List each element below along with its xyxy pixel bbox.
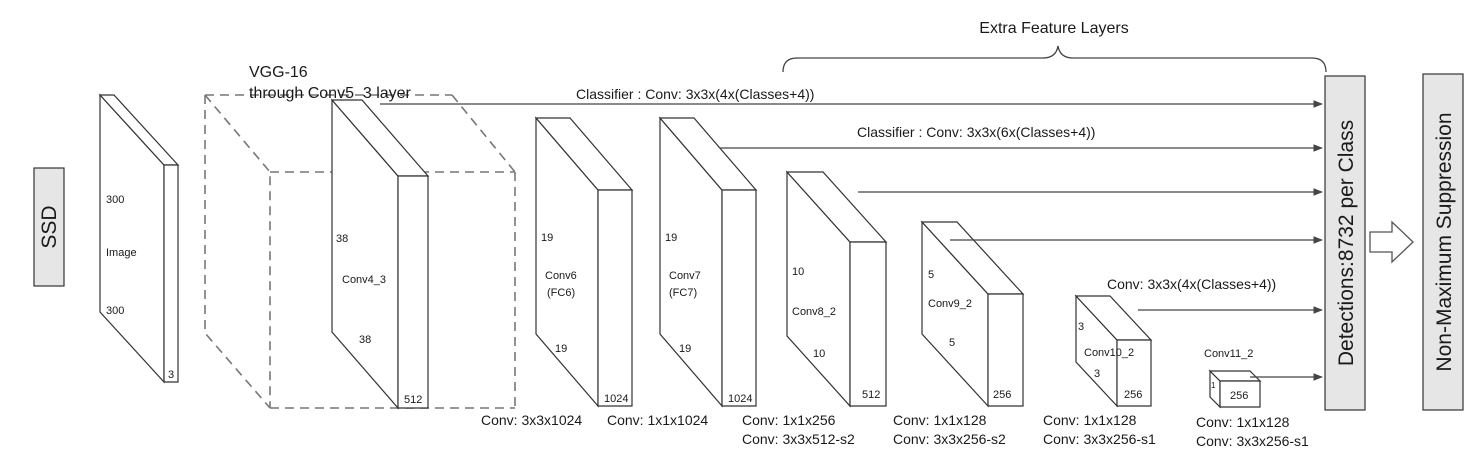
- label-conv11-b: Conv: 3x3x256-s1: [1196, 433, 1309, 449]
- conv9-size2-label: 5: [949, 337, 955, 349]
- image-height-label: 300: [106, 194, 124, 206]
- classifier-label-1: Classifier : Conv: 3x3x(4x(Classes+4)): [576, 86, 814, 102]
- detection-arrows: Classifier : Conv: 3x3x(4x(Classes+4)) C…: [380, 86, 1323, 381]
- conv4-size-label: 38: [336, 233, 348, 245]
- ssd-label: SSD: [38, 205, 61, 248]
- conv7-name-label: Conv7: [669, 270, 701, 282]
- label-conv9-b: Conv: 3x3x256-s2: [893, 431, 1006, 447]
- conv11-2-block: Conv11_2 1 256: [1204, 348, 1262, 409]
- classifier-label-3: Conv: 3x3x(4x(Classes+4)): [1107, 276, 1276, 292]
- conv11-depth-label: 256: [1230, 390, 1248, 402]
- conv4-name-label: Conv4_3: [342, 274, 386, 286]
- conv6-depth-label: 1024: [604, 393, 628, 405]
- label-conv8-b: Conv: 3x3x512-s2: [742, 431, 855, 447]
- conv10-name-label: Conv10_2: [1084, 347, 1134, 359]
- conv6-block: 19 Conv6 (FC6) 19 1024: [534, 116, 634, 408]
- conv9-name-label: Conv9_2: [928, 298, 972, 310]
- bottom-conv-labels: Conv: 3x3x1024 Conv: 1x1x1024 Conv: 1x1x…: [481, 412, 1309, 449]
- label-conv10-b: Conv: 3x3x256-s1: [1043, 431, 1156, 447]
- image-width-label: 300: [106, 305, 124, 317]
- conv10-size-label: 3: [1078, 321, 1084, 333]
- extra-feature-layers-title: Extra Feature Layers: [979, 20, 1128, 37]
- label-conv6: Conv: 3x3x1024: [481, 412, 582, 428]
- label-conv9-a: Conv: 1x1x128: [893, 412, 987, 428]
- conv8-2-block: 10 Conv8_2 10 512: [785, 170, 888, 408]
- conv4-3-block: 38 Conv4_3 38 512: [330, 98, 430, 410]
- conv8-size2-label: 10: [813, 348, 825, 360]
- conv9-size-label: 5: [928, 269, 934, 281]
- image-block: 300 Image 300 3: [98, 93, 180, 384]
- vgg-title-line2: through Conv5_3 layer: [249, 85, 412, 102]
- classifier-label-2: Classifier : Conv: 3x3x(6x(Classes+4)): [857, 124, 1095, 140]
- vgg16-dashed-cube: VGG-16 through Conv5_3 layer: [204, 64, 516, 409]
- conv7-depth-label: 1024: [728, 393, 752, 405]
- conv4-depth-label: 512: [404, 394, 422, 406]
- detections-box: Detections:8732 per Class: [1324, 75, 1366, 411]
- conv6-size2-label: 19: [555, 343, 567, 355]
- image-label: Image: [106, 247, 137, 259]
- ssd-box: SSD: [33, 167, 65, 287]
- nms-label: Non-Maximum Suppression: [1433, 112, 1456, 371]
- detections-label: Detections:8732 per Class: [1335, 120, 1358, 366]
- conv11-name-label: Conv11_2: [1204, 348, 1253, 360]
- conv8-depth-label: 512: [862, 389, 880, 401]
- hollow-arrow-icon: [1369, 220, 1414, 264]
- conv7-size-label: 19: [665, 232, 677, 244]
- label-conv8-a: Conv: 1x1x256: [742, 412, 836, 428]
- conv7-size2-label: 19: [679, 343, 691, 355]
- conv6-name2-label: (FC6): [547, 287, 575, 299]
- conv4-size2-label: 38: [359, 334, 371, 346]
- conv8-name-label: Conv8_2: [792, 306, 836, 318]
- conv10-size2-label: 3: [1094, 368, 1100, 380]
- conv8-size-label: 10: [792, 266, 804, 278]
- conv9-2-block: 5 Conv9_2 5 256: [920, 220, 1025, 408]
- extra-feature-layers-brace: Extra Feature Layers: [782, 20, 1327, 73]
- conv7-name2-label: (FC7): [669, 287, 697, 299]
- label-conv11-a: Conv: 1x1x128: [1196, 414, 1290, 430]
- conv10-2-block: 3 Conv10_2 3 256: [1074, 294, 1153, 408]
- conv10-depth-label: 256: [1124, 389, 1142, 401]
- image-depth-label: 3: [168, 369, 174, 381]
- conv6-name-label: Conv6: [545, 270, 577, 282]
- label-conv7: Conv: 1x1x1024: [607, 412, 708, 428]
- nms-box: Non-Maximum Suppression: [1422, 73, 1464, 411]
- label-conv10-a: Conv: 1x1x128: [1043, 412, 1137, 428]
- vgg-title-line1: VGG-16: [249, 64, 308, 81]
- conv6-size-label: 19: [541, 232, 553, 244]
- conv11-size-label: 1: [1211, 381, 1216, 390]
- conv7-block: 19 Conv7 (FC7) 19 1024: [658, 116, 758, 408]
- conv9-depth-label: 256: [993, 389, 1011, 401]
